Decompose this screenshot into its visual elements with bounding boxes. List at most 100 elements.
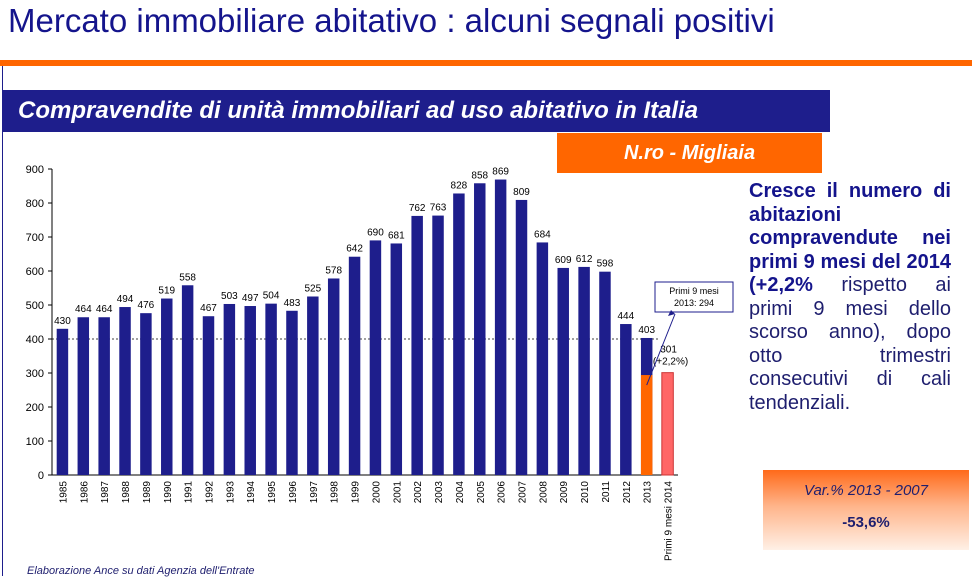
bar	[411, 215, 423, 476]
bar	[286, 310, 298, 475]
x-tick-label: 1985	[58, 481, 69, 504]
commentary-bold: Cresce il numero di abitazioni compraven…	[749, 180, 951, 296]
data-label: 681	[388, 230, 405, 241]
bar	[557, 267, 569, 475]
data-label: 464	[75, 304, 92, 315]
x-tick-label: 2011	[601, 481, 612, 503]
x-tick-label: 2009	[559, 481, 570, 504]
variation-value: -53,6%	[842, 514, 890, 531]
x-tick-label: 2000	[371, 481, 382, 504]
data-label: 558	[179, 272, 196, 283]
data-label: 525	[304, 284, 321, 295]
data-label: (+2,2%)	[653, 357, 688, 368]
x-tick-label: 1987	[100, 481, 111, 504]
x-tick-label: 2001	[392, 481, 403, 504]
bar	[432, 215, 444, 475]
y-tick-label: 700	[26, 232, 44, 244]
x-tick-label: 1994	[246, 481, 257, 504]
data-label: 519	[158, 286, 175, 297]
bar	[515, 199, 528, 475]
data-label: 476	[138, 300, 155, 311]
bar	[265, 303, 277, 475]
x-tick-label: 1992	[205, 481, 216, 504]
bar	[140, 313, 152, 475]
data-label: 497	[242, 293, 259, 304]
y-tick-label: 200	[26, 402, 44, 414]
bar	[161, 298, 173, 475]
data-label: 858	[471, 170, 488, 181]
bar	[307, 296, 319, 475]
data-label: 762	[409, 203, 426, 214]
bar	[56, 328, 69, 475]
x-tick-label: 1991	[184, 481, 195, 504]
bar-highlight-2013	[640, 375, 653, 475]
source-note: Elaborazione Ance su dati Agenzia dell'E…	[27, 565, 255, 577]
data-label: 598	[597, 259, 614, 270]
y-tick-label: 300	[26, 368, 44, 380]
bar	[390, 243, 403, 475]
callout-box	[654, 281, 734, 313]
page-title: Mercato immobiliare abitativo : alcuni s…	[8, 2, 775, 39]
data-label: 494	[117, 294, 134, 305]
bar	[578, 266, 590, 475]
left-border	[2, 66, 3, 576]
data-label: 609	[555, 255, 572, 266]
x-tick-label: 2002	[413, 481, 424, 504]
bar	[620, 324, 632, 475]
x-tick-label: 1996	[288, 481, 299, 504]
bar	[202, 316, 215, 475]
y-tick-label: 400	[26, 334, 44, 346]
x-tick-label: 1993	[225, 481, 236, 504]
data-label: 642	[346, 244, 363, 255]
x-tick-label: Primi 9 mesi 2014	[664, 481, 675, 561]
x-tick-label: 2010	[580, 481, 591, 504]
bar-chart: 0 100 200 300 400 500 600 700 800 900 430 1985 464 19…	[26, 164, 734, 561]
x-tick-label: 2005	[476, 481, 487, 504]
variation-label: Var.% 2013 - 2007	[804, 482, 928, 499]
bar	[223, 303, 236, 475]
callout-arrowhead	[668, 310, 675, 316]
data-label: 483	[284, 298, 301, 309]
y-tick-label: 600	[26, 266, 44, 278]
bar	[244, 306, 256, 475]
x-tick-label: 1998	[330, 481, 341, 504]
x-tick-label: 2003	[434, 481, 445, 504]
data-label: 301	[660, 345, 677, 356]
bar	[119, 307, 131, 475]
data-label: 809	[513, 187, 530, 198]
data-label: 578	[325, 265, 342, 276]
bar	[474, 183, 486, 475]
x-tick-label: 1995	[267, 481, 278, 504]
bar	[77, 317, 90, 475]
data-label: 464	[96, 304, 113, 315]
x-tick-label: 1990	[163, 481, 174, 504]
data-label: 503	[221, 291, 238, 302]
y-tick-label: 0	[38, 470, 44, 482]
data-label: 467	[200, 303, 217, 314]
data-label: 684	[534, 229, 551, 240]
data-label: 504	[263, 291, 280, 302]
x-tick-label: 1999	[351, 481, 362, 504]
commentary-text: Cresce il numero di abitazioni compraven…	[749, 180, 951, 415]
data-label: 828	[451, 180, 468, 191]
bar	[327, 278, 340, 475]
bar	[181, 285, 194, 475]
callout-arrow	[646, 313, 676, 386]
data-label: 403	[638, 325, 655, 336]
bar	[536, 242, 549, 475]
variation-box: Var.% 2013 - 2007 -53,6%	[763, 470, 969, 550]
x-tick-label: 1986	[79, 481, 90, 504]
y-tick-label: 100	[26, 436, 44, 448]
y-tick-label: 500	[26, 300, 44, 312]
bar	[599, 271, 611, 475]
data-label: 763	[430, 203, 447, 214]
callout-line2: 2013: 294	[674, 298, 714, 308]
x-tick-label: 2013	[643, 481, 654, 504]
data-label: 430	[54, 316, 71, 327]
commentary-regular: rispetto ai primi 9 mesi dello scorso an…	[749, 274, 951, 414]
callout-line1: Primi 9 mesi	[669, 286, 719, 296]
x-tick-label: 2008	[538, 481, 549, 504]
chart-subtitle: Compravendite di unità immobiliari ad us…	[2, 90, 830, 132]
unit-label: N.ro - Migliaia	[557, 133, 822, 173]
bar	[453, 193, 465, 476]
